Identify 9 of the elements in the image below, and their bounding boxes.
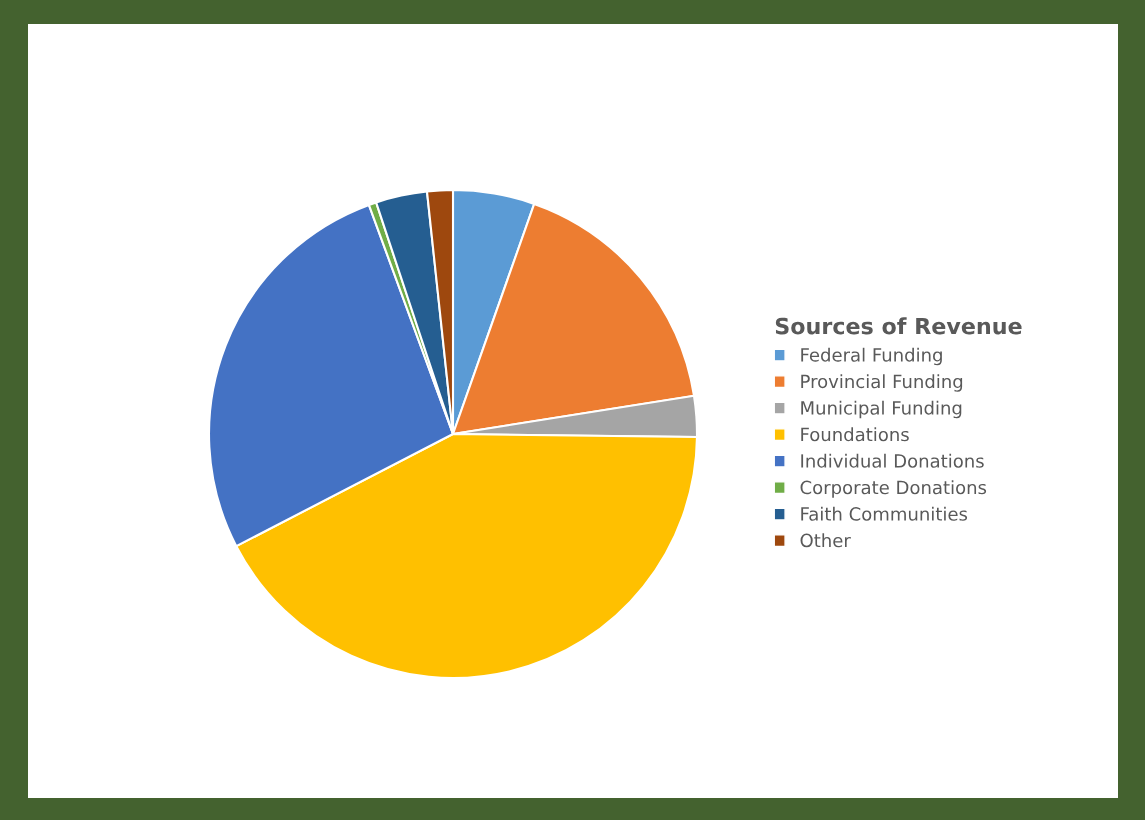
legend-label: Foundations [801,427,909,442]
legend-label: Federal Funding [801,347,942,366]
legend-title: Sources of Revenue [775,317,1022,335]
legend-label: Provincial Funding [801,374,963,392]
legend-label: Other [800,533,851,548]
legend-label: Faith Communities [801,506,968,521]
legend-label: Corporate Donations [800,480,987,498]
legend-label: Municipal Funding [801,400,962,419]
legend-label: Individual Donations [801,453,984,468]
